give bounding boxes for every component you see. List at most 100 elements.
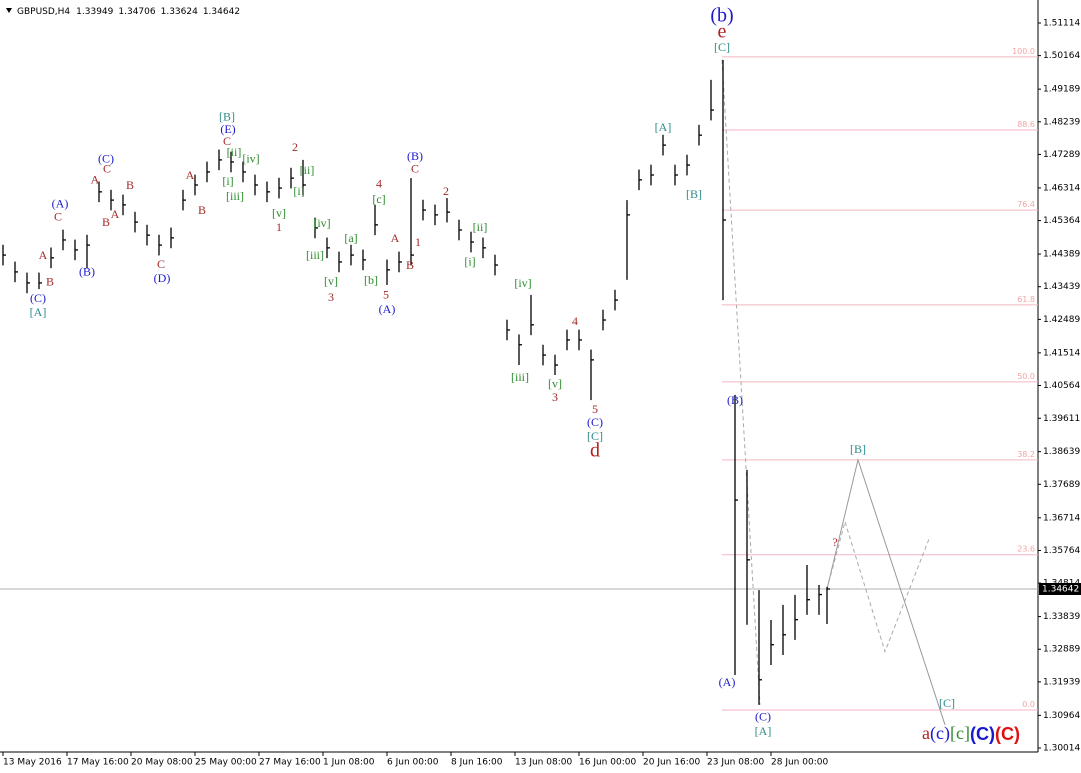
fib-label: 88.6 <box>1017 120 1035 129</box>
wave-label: B <box>126 178 134 192</box>
wave-label: (D) <box>154 271 171 285</box>
wave-label: 1 <box>415 235 421 249</box>
wave-label: A <box>91 173 100 187</box>
wave-label: 5 <box>383 288 389 302</box>
y-tick-label: 1.32889 <box>1043 645 1080 655</box>
x-tick-label: 28 Jun 00:00 <box>771 758 828 768</box>
y-tick-label: 1.33839 <box>1043 612 1080 622</box>
header-high: 1.34706 <box>118 7 155 17</box>
wave-label: A <box>111 207 120 221</box>
fib-label: 76.4 <box>1017 200 1035 209</box>
wave-label: 2 <box>292 140 298 154</box>
wave-label: 3 <box>328 290 334 304</box>
wave-label: B <box>198 203 206 217</box>
wave-label: A <box>39 248 48 262</box>
wave-label: d <box>590 440 600 462</box>
fib-label: 61.8 <box>1017 295 1035 304</box>
wave-label: 5 <box>592 402 598 416</box>
wave-label: [C] <box>939 696 955 710</box>
degree-labels: a(c)[c](C)(C) <box>922 723 1020 744</box>
wave-label: [i] <box>222 174 233 188</box>
wave-label: C <box>223 134 231 148</box>
y-tick-label: 1.49189 <box>1043 85 1080 95</box>
degree-label: [c] <box>950 723 970 743</box>
wave-label: B <box>406 258 414 272</box>
degree-label: (C) <box>970 724 995 744</box>
wave-label: (b) <box>710 5 733 27</box>
current-price-label: 1.34642 <box>1042 584 1079 594</box>
wave-label: [i] <box>293 184 304 198</box>
x-tick-label: 8 Jun 16:00 <box>451 758 503 768</box>
y-tick-label: 1.41514 <box>1043 348 1080 358</box>
wave-label: (C) <box>755 710 771 724</box>
wave-label: [C] <box>714 40 730 54</box>
wave-label: (B) <box>79 265 95 279</box>
header: GBPUSD,H4 1.33949 1.34706 1.33624 1.34642 <box>17 7 240 17</box>
wave-label: [A] <box>655 120 672 134</box>
y-tick-label: 1.51114 <box>1043 19 1080 29</box>
wave-label: [A] <box>30 305 47 319</box>
wave-label: [B] <box>686 187 702 201</box>
y-tick-label: 1.48239 <box>1043 117 1080 127</box>
degree-label: (c) <box>930 723 950 744</box>
wave-label: e <box>718 21 727 43</box>
x-tick-label: 13 May 2016 <box>3 758 62 768</box>
wave-label: [a] <box>344 231 357 245</box>
y-tick-label: 1.46314 <box>1043 183 1080 193</box>
x-tick-label: 25 May 00:00 <box>195 758 257 768</box>
y-tick-label: 1.42489 <box>1043 315 1080 325</box>
wave-label: B <box>102 215 110 229</box>
wave-label: (A) <box>379 302 396 316</box>
y-tick-label: 1.35764 <box>1043 546 1080 556</box>
wave-label: [iv] <box>514 276 531 290</box>
wave-label: (A) <box>52 197 69 211</box>
y-tick-label: 1.40564 <box>1043 381 1080 391</box>
degree-label: a <box>922 723 930 743</box>
wave-label: [v] <box>548 377 562 391</box>
wave-label: [ii] <box>300 163 315 177</box>
y-tick-label: 1.45364 <box>1043 216 1080 226</box>
wave-label: A <box>186 168 195 182</box>
wave-label: [C] <box>587 429 603 443</box>
wave-label: [iii] <box>226 189 244 203</box>
forecast-alt-path <box>826 519 931 654</box>
wave-label: (C) <box>587 415 603 429</box>
wave-label: [B] <box>219 110 235 124</box>
degree-label: (C) <box>995 724 1020 744</box>
wave-label: [iii] <box>511 370 529 384</box>
y-tick-label: 1.36714 <box>1043 513 1080 523</box>
wave-label: [A] <box>755 724 772 738</box>
x-tick-label: 17 May 16:00 <box>67 758 129 768</box>
x-tick-label: 1 Jun 08:00 <box>323 758 375 768</box>
y-tick-label: 1.30964 <box>1043 711 1080 721</box>
wave-label: C <box>157 257 165 271</box>
fib-label: 38.2 <box>1017 450 1035 459</box>
x-tick-label: 6 Jun 00:00 <box>387 758 439 768</box>
fib-label: 0.0 <box>1022 700 1035 709</box>
wave-label: (E) <box>220 122 235 136</box>
x-tick-label: 13 Jun 08:00 <box>515 758 572 768</box>
wave-label: 1 <box>276 220 282 234</box>
x-tick-label: 16 Jun 00:00 <box>579 758 636 768</box>
menu-arrow[interactable] <box>6 8 12 13</box>
wave-label: [i] <box>464 255 475 269</box>
y-tick-label: 1.37689 <box>1043 480 1080 490</box>
header-close: 1.34642 <box>203 7 240 17</box>
fib-label: 100.0 <box>1012 47 1035 56</box>
wave-label: 3 <box>552 390 558 404</box>
wave-label: 4 <box>376 177 382 191</box>
wave-label: [iii] <box>306 248 324 262</box>
wave-label: [v] <box>324 274 338 288</box>
wave-label: [ii] <box>227 145 242 159</box>
y-tick-label: 1.44389 <box>1043 250 1080 260</box>
x-tick-label: 23 Jun 08:00 <box>707 758 764 768</box>
wave-label: A <box>391 231 400 245</box>
wave-label: (C) <box>30 291 46 305</box>
wave-label: [B] <box>850 442 866 456</box>
wave-label: C <box>54 210 62 224</box>
wave-label: B <box>46 275 54 289</box>
wave-label: [iv] <box>242 152 259 166</box>
wave-label: (B) <box>407 149 423 163</box>
wave-label: C <box>411 162 419 176</box>
